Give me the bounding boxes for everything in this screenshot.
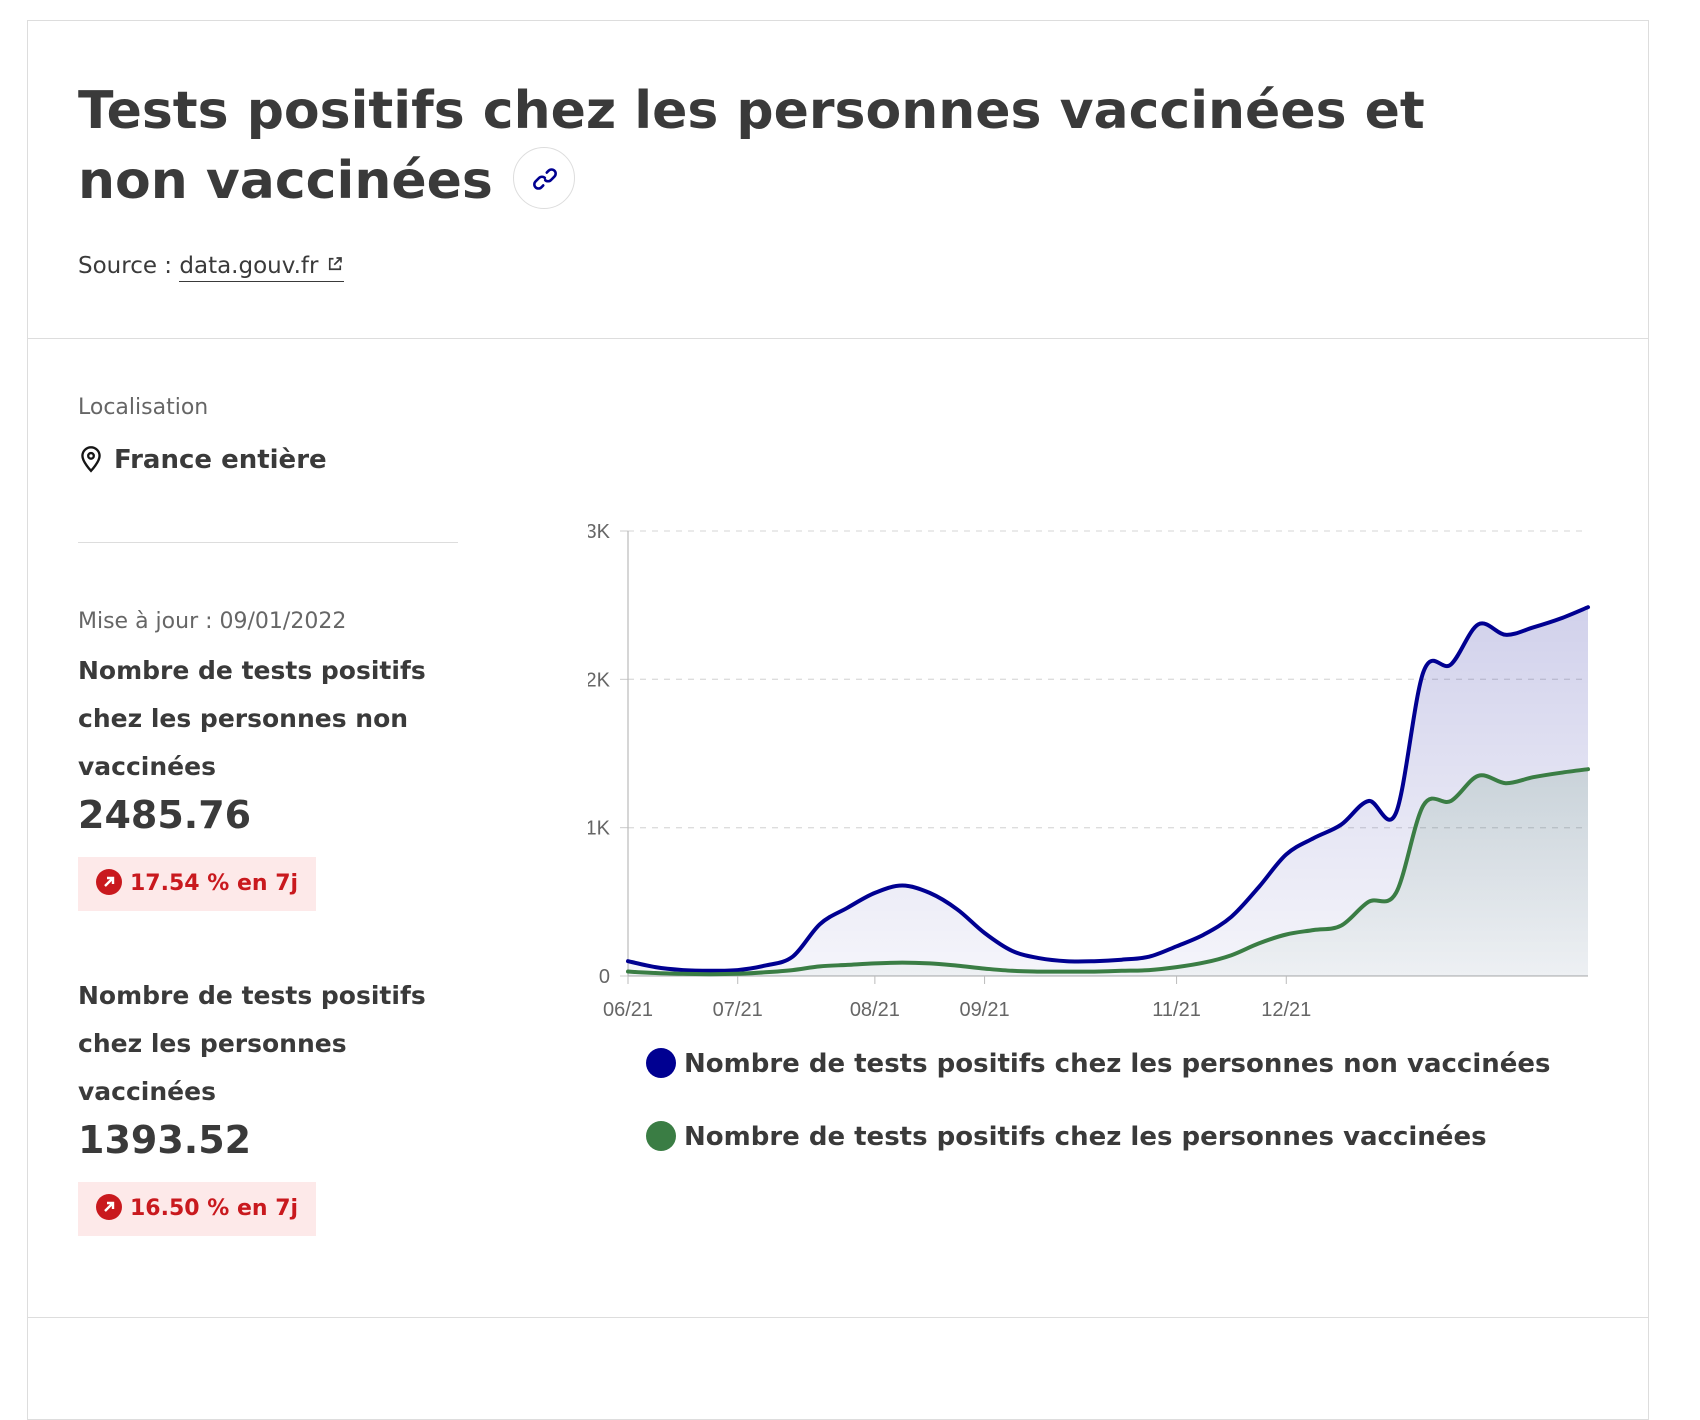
location-label: Localisation (78, 395, 209, 420)
y-tick-label: 3K (588, 521, 611, 543)
legend-swatch (646, 1047, 676, 1078)
card-divider (28, 1317, 1648, 1318)
legend-item-unvaccinated[interactable]: Nombre de tests positifs chez les person… (646, 1047, 1551, 1080)
x-tick-label: 07/21 (713, 999, 763, 1021)
source-link-text: data.gouv.fr (179, 253, 319, 279)
trend-text: 17.54 % en 7j (130, 871, 299, 896)
trend-up-icon (96, 1194, 122, 1220)
x-tick-label: 08/21 (850, 999, 900, 1021)
card-header: Tests positifs chez les personnes vaccin… (28, 21, 1648, 339)
source-prefix: Source : (78, 253, 180, 279)
y-tick-label: 0 (599, 966, 610, 988)
stat-label-vaccinated: Nombre de tests positifs chez les person… (78, 981, 426, 1106)
x-tick-label: 09/21 (960, 999, 1010, 1021)
external-link-icon (329, 256, 343, 270)
trend-badge-vaccinated: 16.50 % en 7j (78, 1182, 317, 1236)
line-chart: 0 1K 2K 3K 06/21 07/21 08/21 09/21 11/21 12/21 (586, 501, 1608, 1025)
legend-swatch (646, 1120, 676, 1151)
copy-link-button[interactable] (512, 147, 575, 209)
legend-item-vaccinated[interactable]: Nombre de tests positifs chez les person… (646, 1120, 1487, 1153)
x-tick-label: 12/21 (1261, 999, 1311, 1021)
y-tick-label: 2K (588, 669, 611, 691)
page-title: Tests positifs chez les personnes vaccin… (78, 76, 1478, 216)
indicator-card: Tests positifs chez les personnes vaccin… (27, 20, 1649, 1420)
x-tick-label: 06/21 (603, 999, 653, 1021)
trend-badge-unvaccinated: 17.54 % en 7j (78, 857, 317, 911)
stat-label-unvaccinated: Nombre de tests positifs chez les person… (78, 656, 426, 781)
stat-value-vaccinated: 1393.52 (78, 1118, 252, 1162)
divider (78, 542, 458, 543)
trend-up-icon (96, 869, 122, 895)
series-line (626, 767, 1590, 977)
link-icon (532, 168, 557, 190)
location-selector[interactable]: France entière (78, 445, 327, 475)
series-area (628, 607, 1588, 976)
y-tick-label: 1K (588, 818, 611, 840)
x-tick-label: 11/21 (1152, 999, 1201, 1021)
legend-label: Nombre de tests positifs chez les person… (684, 1049, 1551, 1079)
title-text: Tests positifs chez les personnes vaccin… (78, 81, 1425, 211)
trend-text: 16.50 % en 7j (130, 1196, 299, 1221)
series-area (628, 769, 1588, 976)
stat-value-unvaccinated: 2485.76 (78, 793, 252, 837)
location-value: France entière (114, 445, 327, 475)
series-line (626, 605, 1590, 973)
update-date: Mise à jour : 09/01/2022 (78, 609, 347, 634)
chart-svg: 0 1K 2K 3K 06/21 07/21 08/21 09/21 11/21 12/21 (586, 521, 1590, 1021)
legend-label: Nombre de tests positifs chez les person… (684, 1122, 1487, 1152)
map-pin-icon (81, 446, 101, 473)
source-link[interactable]: data.gouv.fr (179, 253, 345, 282)
source-line: Source : data.gouv.fr (78, 253, 345, 282)
